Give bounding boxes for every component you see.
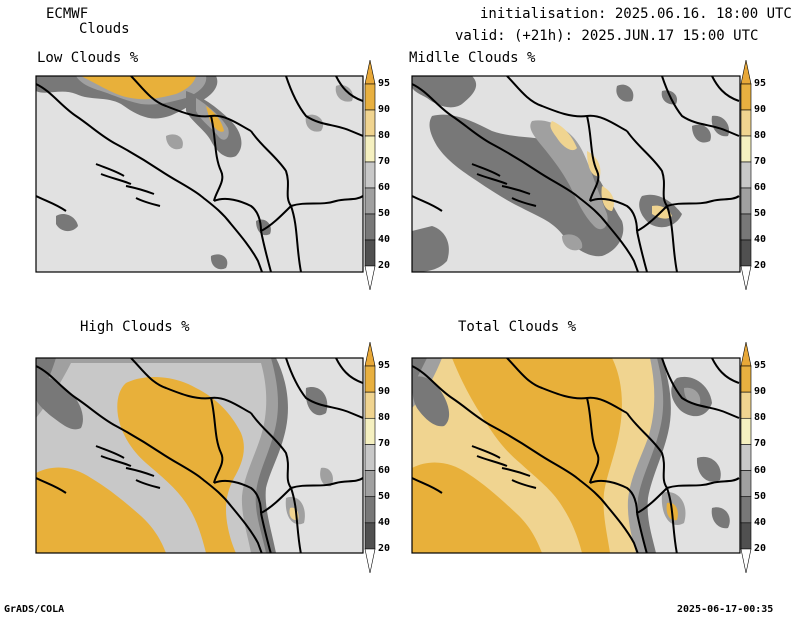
colorbar-tick-label: 20 <box>754 543 767 554</box>
colorbar-segment <box>364 391 376 419</box>
colorbar-segment <box>364 522 376 550</box>
valid-time: valid: (+21h): 2025.JUN.17 15:00 UTC <box>455 28 759 44</box>
colorbar-tick-label: 80 <box>378 412 391 424</box>
colorbar-segment <box>740 83 752 111</box>
colorbar-bottom-triangle <box>740 548 752 574</box>
map-panel-low <box>36 76 363 272</box>
colorbar-segment <box>364 109 376 137</box>
colorbar-segment <box>364 161 376 189</box>
colorbar-tick-label: 80 <box>754 412 767 424</box>
panel-title-middle: Midlle Clouds % <box>409 50 536 66</box>
colorbar-segment <box>364 444 376 471</box>
colorbar-tick-label: 40 <box>378 234 391 245</box>
colorbar-tick-label: 90 <box>754 386 767 398</box>
colorbar-segment <box>740 109 752 137</box>
footer-software: GrADS/COLA <box>4 604 65 615</box>
colorbar-segment <box>364 135 376 163</box>
product-name: Clouds <box>79 21 130 37</box>
colorbar-top-triangle <box>364 341 376 367</box>
colorbar-tick-label: 80 <box>754 130 767 141</box>
colorbar-tick-label: 60 <box>754 182 767 193</box>
panel-title-total: Total Clouds % <box>458 319 577 335</box>
colorbar-segment <box>364 213 376 241</box>
colorbar-tick-label: 70 <box>754 156 767 167</box>
colorbar-tick-label: 60 <box>378 464 391 476</box>
colorbar-bottom-triangle <box>364 548 376 574</box>
map-panel-total <box>412 358 740 553</box>
colorbar-segment <box>740 239 752 267</box>
map-panel-middle <box>412 76 740 272</box>
colorbar-tick-label: 95 <box>378 360 391 371</box>
colorbar-tick-label: 20 <box>754 260 767 271</box>
map-panel-high <box>36 358 363 553</box>
colorbar-tick-label: 95 <box>378 78 391 89</box>
colorbar-tick-label: 95 <box>754 78 767 89</box>
colorbar-segment <box>740 161 752 189</box>
colorbar-segment <box>740 391 752 419</box>
colorbar-tick-label: 50 <box>754 208 767 219</box>
model-name: ECMWF <box>46 6 89 22</box>
colorbar-tick-label: 80 <box>378 130 391 141</box>
colorbar-top-triangle <box>740 341 752 367</box>
colorbar-bottom-triangle <box>740 265 752 291</box>
colorbar-tick-label: 20 <box>378 543 391 554</box>
colorbar-segment <box>364 417 376 445</box>
colorbar-bottom-triangle <box>364 265 376 291</box>
colorbar-segment <box>740 135 752 163</box>
colorbar-segment <box>740 496 752 524</box>
colorbar-segment <box>740 213 752 241</box>
colorbar-segment <box>364 239 376 267</box>
colorbar-tick-label: 50 <box>754 490 767 502</box>
colorbar-segment <box>740 365 752 393</box>
colorbar-tick-label: 60 <box>378 182 391 193</box>
colorbar-top-triangle <box>740 59 752 85</box>
colorbar-segment <box>740 187 752 215</box>
colorbar-tick-label: 70 <box>378 438 391 450</box>
colorbar-tick-label: 90 <box>378 104 391 115</box>
colorbar-top-triangle <box>364 59 376 85</box>
panel-title-high: High Clouds % <box>80 319 190 335</box>
colorbar-tick-label: 40 <box>378 516 391 528</box>
colorbar-tick-label: 40 <box>754 516 767 528</box>
colorbar-segment <box>740 417 752 445</box>
colorbar-segment <box>364 470 376 498</box>
colorbar-segment <box>364 496 376 524</box>
colorbar-segment <box>364 187 376 215</box>
panel-title-low: Low Clouds % <box>37 50 139 66</box>
colorbar-tick-label: 50 <box>378 208 391 219</box>
colorbar-tick-label: 40 <box>754 234 767 245</box>
colorbar-segment <box>740 444 752 471</box>
footer-timestamp: 2025-06-17-00:35 <box>677 604 774 615</box>
init-time: initialisation: 2025.06.16. 18:00 UTC <box>480 6 792 22</box>
colorbar-segment <box>740 522 752 550</box>
colorbar-tick-label: 50 <box>378 490 391 502</box>
colorbar-tick-label: 90 <box>754 104 767 115</box>
colorbar-segment <box>364 365 376 393</box>
colorbar-tick-label: 95 <box>754 360 767 371</box>
colorbar-tick-label: 90 <box>378 386 391 398</box>
colorbar-tick-label: 60 <box>754 464 767 476</box>
colorbar-segment <box>740 470 752 498</box>
colorbar-tick-label: 70 <box>378 156 391 167</box>
colorbar-tick-label: 70 <box>754 438 767 450</box>
colorbar-tick-label: 20 <box>378 260 391 271</box>
colorbar-segment <box>364 83 376 111</box>
